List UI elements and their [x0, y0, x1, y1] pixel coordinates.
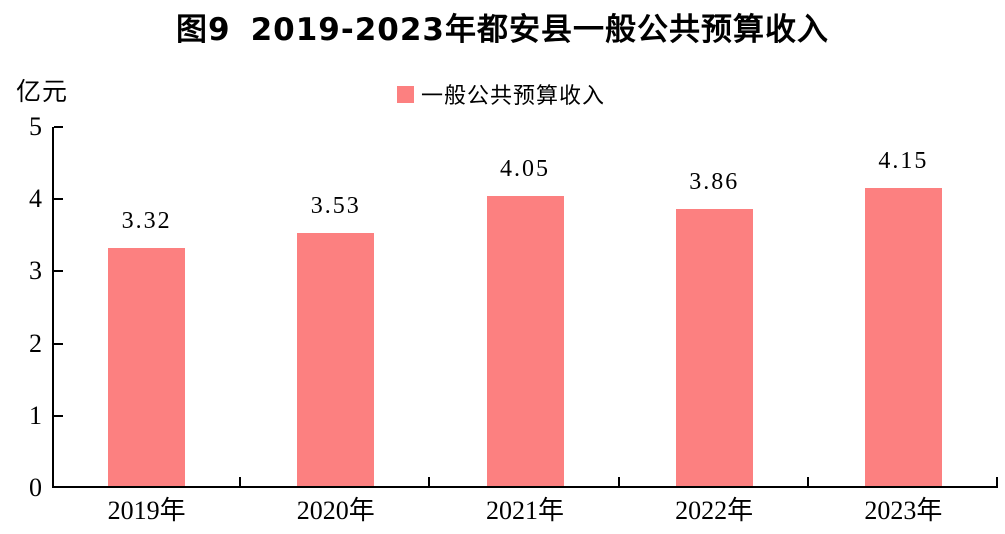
y-tick-mark [54, 198, 63, 201]
x-tick-mark [996, 477, 998, 486]
bar-value-label: 3.86 [689, 169, 740, 196]
y-tick-label: 1 [29, 400, 42, 430]
bar [486, 195, 564, 486]
legend-swatch-icon [397, 85, 414, 103]
y-tick-mark [54, 342, 63, 345]
bar [108, 248, 186, 486]
x-category-label: 2023年 [864, 496, 943, 525]
y-tick-mark [54, 414, 63, 417]
bar [864, 188, 942, 486]
legend-label: 一般公共预算收入 [421, 83, 606, 108]
y-tick-label: 5 [29, 112, 42, 141]
bar [675, 209, 753, 486]
bar-value-label: 4.15 [878, 148, 929, 175]
bar-value-label: 4.05 [500, 155, 550, 182]
y-tick-label: 3 [29, 256, 42, 286]
y-tick-label: 0 [29, 473, 42, 502]
x-tick-mark [617, 477, 620, 486]
legend: 一般公共预算收入 [397, 78, 605, 110]
plot-area [52, 127, 998, 488]
chart-title-prefix: 图9 [175, 12, 231, 48]
x-tick-mark [239, 477, 242, 486]
x-category-label: 2022年 [675, 496, 754, 525]
bar-value-label: 3.53 [310, 193, 361, 220]
y-tick-label: 2 [29, 328, 42, 358]
x-tick-mark [806, 477, 809, 486]
y-tick-mark [54, 126, 63, 128]
x-tick-mark [428, 477, 431, 486]
x-category-label: 2021年 [485, 496, 564, 525]
x-category-label: 2020年 [296, 496, 375, 525]
x-category-label: 2019年 [107, 496, 186, 525]
chart-title: 图9 2019-2023年都安县一般公共预算收入 [0, 4, 1005, 49]
bar [297, 233, 375, 486]
y-tick-mark [54, 270, 63, 273]
y-axis-unit-label: 亿元 [16, 79, 69, 106]
chart-title-text: 2019-2023年都安县一般公共预算收入 [250, 12, 829, 48]
bar-value-label: 3.32 [121, 208, 172, 235]
y-tick-label: 4 [29, 184, 42, 214]
